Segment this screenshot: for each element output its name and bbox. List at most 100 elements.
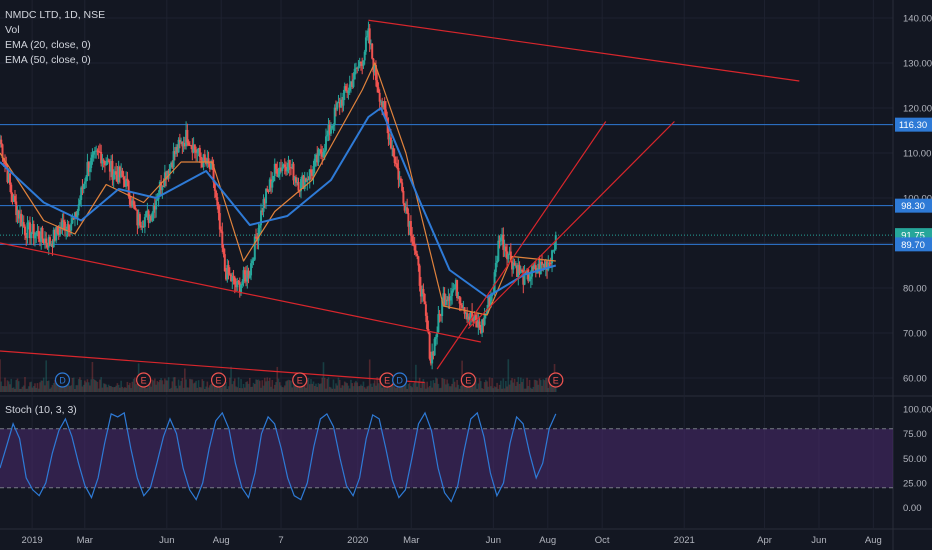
candle-body [467, 316, 470, 320]
event-marker [136, 372, 152, 388]
volume-bar [248, 377, 251, 392]
volume-bar [52, 382, 55, 392]
candle-body [399, 178, 402, 183]
candle-body [27, 222, 30, 224]
volume-bar [447, 383, 450, 392]
candle-body [218, 213, 221, 230]
candle-body [333, 107, 336, 125]
candle-body [245, 274, 248, 282]
volume-bar [293, 382, 296, 392]
candle-body [241, 281, 244, 285]
legend-vol[interactable]: Vol [5, 24, 20, 36]
volume-bar [192, 383, 195, 392]
volume-bar [231, 384, 234, 392]
candle-body [348, 84, 351, 91]
candle-body [398, 178, 401, 180]
candle-body [426, 315, 429, 330]
candle-body [434, 337, 437, 339]
volume-bar [301, 385, 304, 392]
legend-ema20[interactable]: EMA (20, close, 0) [5, 39, 91, 51]
volume-bar [235, 386, 237, 392]
stoch-band [0, 428, 893, 488]
volume-bar [355, 380, 357, 392]
candle-body [461, 305, 464, 308]
trendlines[interactable] [0, 19, 800, 384]
candle-body [283, 164, 286, 167]
volume-bar [532, 386, 535, 392]
candle-body [364, 37, 367, 52]
candle-body [261, 210, 264, 212]
candle-body [116, 174, 119, 182]
volume-bar [270, 386, 272, 392]
candle-body [6, 168, 9, 183]
candle-body [52, 229, 55, 247]
volume-bar [505, 380, 507, 392]
candle-body [478, 321, 481, 328]
candle-body [125, 178, 128, 187]
candle-body [404, 207, 407, 211]
volume-bar [530, 387, 532, 392]
volume-bar [432, 380, 435, 392]
candle-body [227, 265, 230, 275]
candle-body [307, 179, 310, 181]
volume-bar [200, 387, 202, 392]
candle-body [258, 225, 261, 228]
candle-body [148, 216, 151, 223]
volume-bar [157, 382, 160, 392]
volume-bar [76, 385, 79, 392]
candle-body [83, 181, 86, 184]
price-axis[interactable]: 140.00130.00120.00110.00100.0090.0080.00… [895, 14, 932, 515]
candle-body [223, 254, 226, 272]
volume-bar [267, 380, 270, 392]
candle-body [362, 60, 365, 66]
volume-bar [221, 386, 224, 392]
candle-body [41, 227, 44, 239]
volume-bar [45, 360, 48, 392]
legend-ema50[interactable]: EMA (50, close, 0) [5, 54, 91, 66]
stoch-legend[interactable]: Stoch (10, 3, 3) [5, 404, 77, 416]
time-axis[interactable]: 2019 Mar Jun Aug 7 2020 Mar Jun Aug Oct 2021 Apr Jun… [22, 535, 882, 546]
candle-body [186, 129, 189, 143]
candle-body [409, 221, 412, 236]
volume-bar [313, 385, 316, 392]
candle-body [88, 167, 91, 172]
volume-bar [549, 380, 552, 392]
volume-bar [426, 381, 428, 392]
volume-bar [503, 388, 506, 392]
candle-body [459, 303, 462, 306]
volume-bar [321, 377, 324, 392]
candle-body [343, 86, 346, 93]
candle-body [135, 209, 138, 211]
candle-body [68, 230, 71, 232]
candle-body [26, 222, 29, 239]
volume-bar [511, 378, 513, 392]
candle-body [357, 66, 360, 69]
candle-body [423, 293, 426, 305]
volume-bar [372, 383, 375, 392]
volume-bar [182, 387, 185, 392]
candle-body [232, 276, 235, 278]
volume-bar [197, 380, 200, 392]
horizontal-levels[interactable] [0, 124, 893, 245]
volume-bar [520, 377, 522, 392]
volume-bar [117, 384, 120, 392]
volume-bar [377, 383, 380, 392]
time-tick: Jun [811, 535, 826, 546]
volume-bar [1, 386, 4, 392]
candle-body [473, 314, 476, 321]
volume-bar [265, 381, 267, 392]
candle-body [301, 175, 304, 180]
candle-body [146, 210, 149, 212]
volume-bar [381, 387, 383, 392]
volume-bar [67, 384, 70, 392]
candle-body [547, 262, 550, 271]
candle-body [22, 222, 25, 227]
candle-body [248, 275, 251, 278]
candle-body [431, 351, 434, 364]
candle-body [416, 253, 419, 257]
candle-body [215, 190, 218, 198]
symbol-title[interactable]: NMDC LTD, 1D, NSE [5, 9, 106, 21]
candle-body [379, 101, 382, 103]
